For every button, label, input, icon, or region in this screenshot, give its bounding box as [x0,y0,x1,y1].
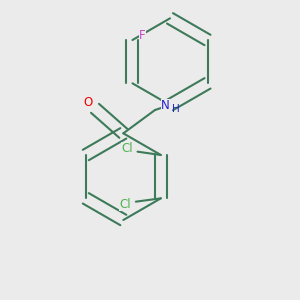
Text: F: F [139,29,146,43]
Text: H: H [172,104,180,114]
Text: Cl: Cl [119,198,131,211]
Text: O: O [83,96,92,109]
Text: Cl: Cl [122,142,133,155]
Text: N: N [161,100,170,112]
